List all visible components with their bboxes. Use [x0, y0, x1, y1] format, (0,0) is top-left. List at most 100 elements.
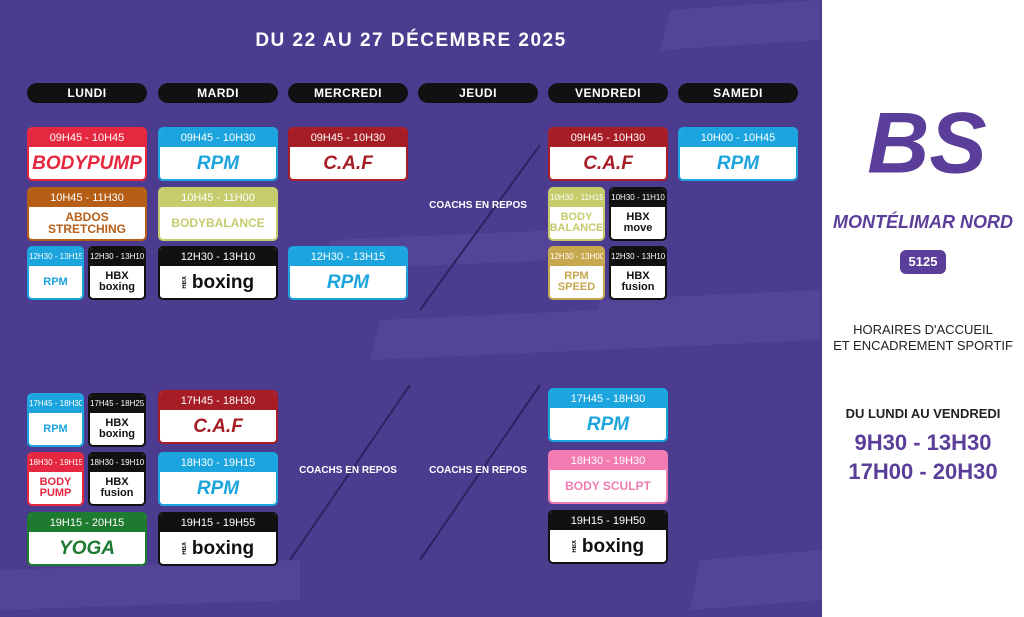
- class-time: 17H45 - 18H30: [160, 392, 276, 410]
- class-name-text: RPM SPEED: [557, 270, 596, 293]
- hours-evening: 17H00 - 20H30: [848, 459, 998, 484]
- class-name: RPM SPEED: [550, 266, 603, 298]
- class-name-text: HBX fusion: [621, 270, 655, 293]
- class-name: BODYBALANCE: [160, 207, 276, 239]
- class-name: RPM: [160, 147, 276, 179]
- class-name: C.A.F: [290, 147, 406, 179]
- brand-label: HBX: [571, 539, 578, 553]
- class-card: 19H15 - 19H55 HBX boxing: [158, 512, 278, 566]
- class-time: 19H15 - 20H15: [29, 514, 145, 532]
- class-time: 09H45 - 10H30: [550, 129, 666, 147]
- class-name-text: boxing: [191, 537, 255, 559]
- class-card: 18H30 - 19H15 RPM: [158, 452, 278, 506]
- class-card: 10H30 - 11H15 BODY BALANCE: [548, 187, 605, 241]
- class-time: 09H45 - 10H45: [29, 129, 145, 147]
- class-name: HBX boxing: [90, 413, 144, 445]
- class-name-text: C.A.F: [193, 415, 243, 437]
- class-time: 10H45 - 11H00: [160, 189, 276, 207]
- class-name-text: RPM: [196, 477, 240, 499]
- class-time: 12H30 - 13H10: [90, 248, 144, 266]
- class-name: RPM: [160, 472, 276, 504]
- class-name-text: ABDOS STRETCHING: [48, 210, 126, 236]
- class-name: BODY SCULPT: [550, 470, 666, 502]
- class-name: HBX boxing: [90, 266, 144, 298]
- class-card: 10H30 - 11H10 HBX move: [609, 187, 667, 241]
- class-name-text: BODY PUMP: [39, 476, 72, 499]
- class-card: 12H30 - 13H00 RPM SPEED: [548, 246, 605, 300]
- class-name-text: C.A.F: [323, 152, 373, 174]
- class-time: 19H15 - 19H50: [550, 512, 666, 530]
- class-name-text: HBX boxing: [98, 417, 136, 440]
- class-time: 18H30 - 19H30: [550, 452, 666, 470]
- class-name: RPM: [29, 266, 82, 298]
- class-card: 12H30 - 13H10 HBX boxing: [158, 246, 278, 300]
- club-number: 5125: [900, 250, 946, 274]
- class-time: 17H45 - 18H30: [29, 395, 82, 413]
- class-name: HBX boxing: [160, 266, 276, 298]
- class-card: 12H30 - 13H15 RPM: [288, 246, 408, 300]
- class-name-text: YOGA: [59, 537, 115, 559]
- class-name: C.A.F: [160, 410, 276, 442]
- class-name: HBX boxing: [550, 530, 666, 562]
- class-name-text: C.A.F: [583, 152, 633, 174]
- class-card: 12H30 - 13H10 HBX boxing: [88, 246, 146, 300]
- day-pill: MARDI: [158, 83, 278, 103]
- class-card: 18H30 - 19H10 HBX fusion: [88, 452, 146, 506]
- class-name: HBX fusion: [90, 472, 144, 504]
- class-time: 18H30 - 19H10: [90, 454, 144, 472]
- class-card: 12H30 - 13H10 HBX fusion: [609, 246, 667, 300]
- class-name-text: BODYBALANCE: [171, 216, 265, 230]
- rest-note: COACHS EN REPOS: [429, 200, 527, 211]
- class-name-text: RPM: [326, 271, 370, 293]
- class-time: 12H30 - 13H00: [550, 248, 603, 266]
- class-card: 17H45 - 18H30 RPM: [548, 388, 668, 442]
- class-name-text: RPM: [43, 275, 68, 288]
- logo-text: BS: [867, 96, 986, 192]
- class-time: 12H30 - 13H15: [29, 248, 82, 266]
- class-name: BODYPUMP: [29, 147, 145, 179]
- class-name: RPM: [680, 147, 796, 179]
- class-card: 19H15 - 20H15 YOGA: [27, 512, 147, 566]
- class-card: 18H30 - 19H30 BODY SCULPT: [548, 450, 668, 504]
- brand-label: HBX: [181, 541, 188, 555]
- class-name-text: boxing: [191, 271, 255, 293]
- class-name: BODY PUMP: [29, 472, 82, 504]
- class-name-text: RPM: [586, 413, 630, 435]
- class-time: 12H30 - 13H15: [290, 248, 406, 266]
- class-name: HBX fusion: [611, 266, 665, 298]
- class-name: YOGA: [29, 532, 145, 564]
- day-pill: SAMEDI: [678, 83, 798, 103]
- class-time: 10H30 - 11H15: [550, 189, 603, 207]
- day-pill: VENDREDI: [548, 83, 668, 103]
- class-card: 17H45 - 18H30 RPM: [27, 393, 84, 447]
- day-pill: MERCREDI: [288, 83, 408, 103]
- class-card: 19H15 - 19H50 HBX boxing: [548, 510, 668, 564]
- class-name-text: boxing: [581, 535, 645, 557]
- class-name: HBX boxing: [160, 532, 276, 564]
- class-time: 12H30 - 13H10: [611, 248, 665, 266]
- rest-note: COACHS EN REPOS: [299, 465, 397, 476]
- class-time: 10H30 - 11H10: [611, 189, 665, 207]
- class-name: RPM: [29, 413, 82, 445]
- day-pill: JEUDI: [418, 83, 538, 103]
- days-range: DU LUNDI AU VENDREDI: [845, 406, 1001, 421]
- class-name-text: RPM: [43, 422, 68, 435]
- brand-label: HBX: [181, 275, 188, 289]
- class-card: 12H30 - 13H15 RPM: [27, 246, 84, 300]
- class-name-text: BODY SCULPT: [565, 479, 651, 493]
- club-name: MONTÉLIMAR NORD: [833, 212, 1013, 232]
- class-name-text: HBX boxing: [98, 270, 136, 293]
- title: DU 22 AU 27 DÉCEMBRE 2025: [255, 30, 567, 51]
- class-time: 17H45 - 18H30: [550, 390, 666, 408]
- rest-note: COACHS EN REPOS: [429, 465, 527, 476]
- class-time: 10H00 - 10H45: [680, 129, 796, 147]
- class-card: 09H45 - 10H30 C.A.F: [288, 127, 408, 181]
- class-card: 17H45 - 18H25 HBX boxing: [88, 393, 146, 447]
- class-name-text: HBX fusion: [100, 476, 134, 499]
- day-pill: LUNDI: [27, 83, 147, 103]
- class-card: 09H45 - 10H30 C.A.F: [548, 127, 668, 181]
- class-time: 19H15 - 19H55: [160, 514, 276, 532]
- class-card: 09H45 - 10H45 BODYPUMP: [27, 127, 147, 181]
- class-time: 12H30 - 13H10: [160, 248, 276, 266]
